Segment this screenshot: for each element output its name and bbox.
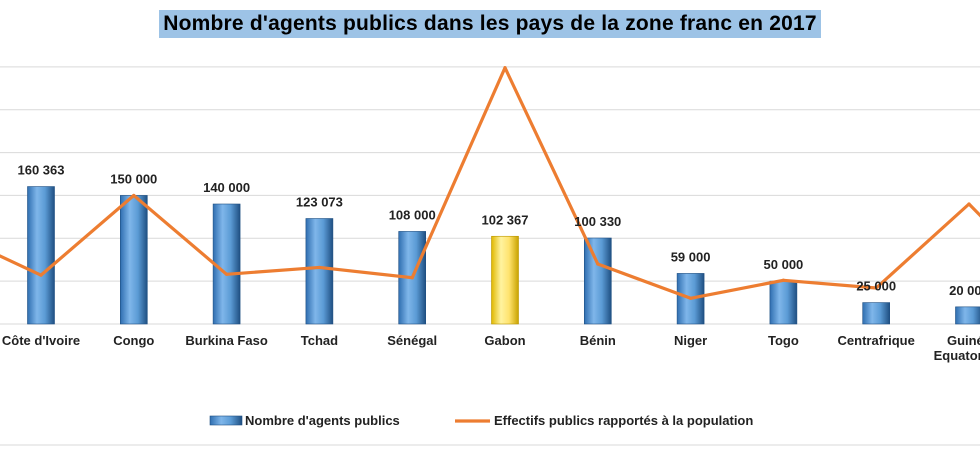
- bar-togo: [769, 280, 798, 325]
- bar-value-label: 150 000: [110, 171, 157, 186]
- bar-value-label: 140 000: [203, 180, 250, 195]
- bar-value-label: 123 073: [296, 195, 343, 210]
- category-label: Congo: [113, 333, 154, 348]
- legend-label-line: Effectifs publics rapportés à la populat…: [494, 413, 753, 428]
- bar-value-label: 108 000: [389, 207, 436, 222]
- line-series: [0, 66, 980, 300]
- line-point: [39, 273, 43, 277]
- line-point: [689, 296, 693, 300]
- bar-guin-e-equatoriale: [955, 306, 980, 325]
- legend: Nombre d'agents publics Effectifs publics…: [0, 413, 980, 446]
- bars: [27, 186, 980, 325]
- bar-gabon: [491, 235, 519, 325]
- bar-congo: [120, 195, 148, 325]
- line-point: [781, 278, 786, 282]
- bar-value-label: 50 000: [764, 257, 804, 272]
- line-point: [503, 66, 507, 70]
- bar-value-label: 59 000: [671, 249, 711, 264]
- category-label: Burkina Faso: [185, 333, 267, 348]
- category-label: Sénégal: [387, 333, 437, 348]
- legend-label-bar: Nombre d'agents publics: [245, 413, 400, 428]
- legend-swatch-bar: [209, 415, 243, 426]
- bar-value-label: 20 000: [949, 283, 980, 298]
- bar-burkina-faso: [212, 203, 241, 325]
- line-point: [874, 286, 878, 290]
- category-label: Niger: [674, 333, 707, 348]
- labels: 160 363 150 000 140 000 123 073 108 000 102 3…: [2, 163, 980, 363]
- line-point: [596, 262, 600, 266]
- bar-value-label: 25 000: [856, 279, 896, 294]
- bar-b-nin: [583, 237, 612, 325]
- category-label: Togo: [768, 333, 799, 348]
- bar-value-label: 102 367: [482, 212, 529, 227]
- line-point: [317, 265, 321, 270]
- bar-value-label: 160 363: [18, 163, 65, 178]
- line-point: [132, 193, 136, 198]
- category-label: Gabon: [484, 333, 525, 348]
- line-point: [225, 272, 229, 276]
- category-label: Côte d'Ivoire: [2, 333, 80, 348]
- chart-title: Nombre d'agents publics dans les pays de…: [159, 10, 821, 38]
- line-point: [967, 202, 971, 206]
- category-label: Equatoriale: [934, 348, 980, 363]
- line-point: [410, 276, 414, 280]
- category-label: Centrafrique: [838, 333, 915, 348]
- bar-c-te-d-ivoire: [27, 186, 55, 325]
- category-label: Tchad: [301, 333, 338, 348]
- category-label: Bénin: [580, 333, 616, 348]
- bar-tchad: [305, 218, 334, 325]
- bar-value-label: 100 330: [574, 214, 621, 229]
- gridlines: [0, 66, 980, 325]
- category-label: Guinée: [947, 333, 980, 348]
- bar-centrafrique: [862, 302, 891, 325]
